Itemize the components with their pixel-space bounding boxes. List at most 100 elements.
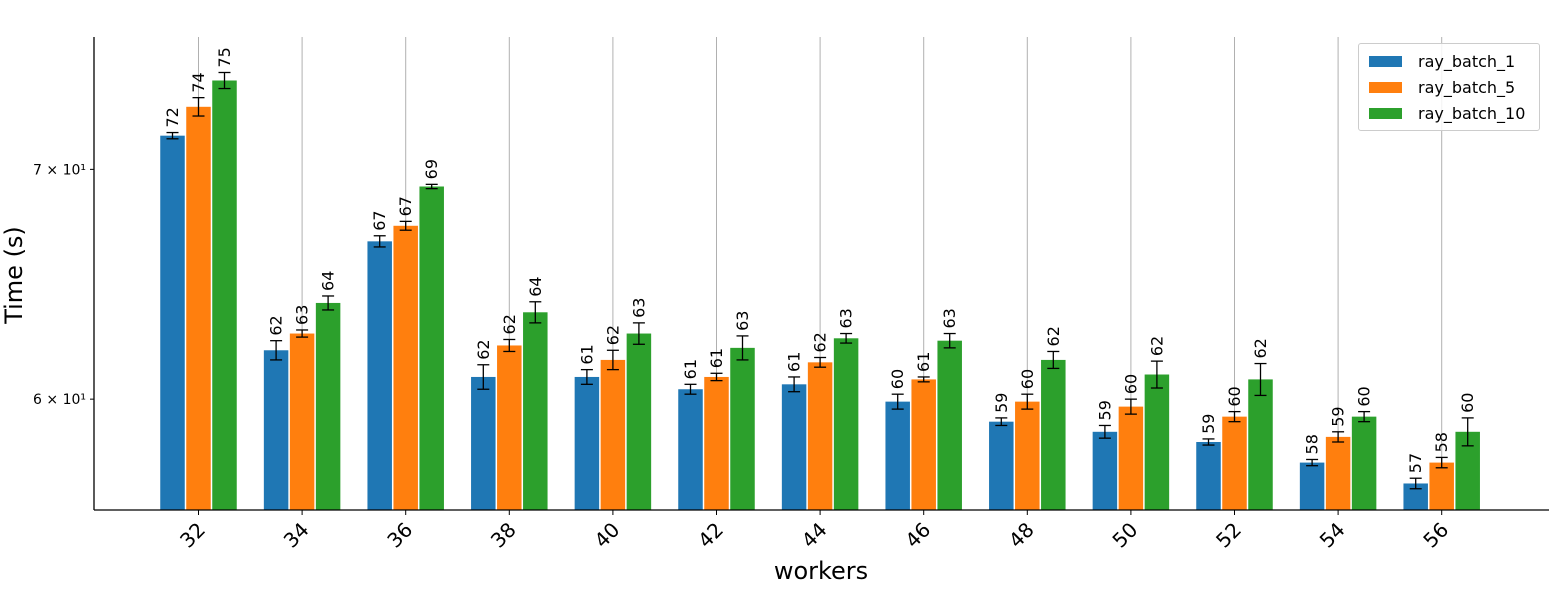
bar	[730, 347, 755, 510]
data-label: 63	[733, 311, 752, 331]
data-label: 60	[1225, 386, 1244, 406]
bar	[497, 345, 522, 510]
data-label: 60	[1355, 386, 1374, 406]
data-label: 69	[422, 159, 441, 179]
data-label: 61	[785, 352, 804, 372]
data-label: 58	[1303, 434, 1322, 454]
bar	[1196, 441, 1221, 510]
data-label: 60	[1018, 369, 1037, 389]
bar	[263, 350, 289, 510]
data-label: 60	[1121, 374, 1140, 394]
data-label: 57	[1406, 453, 1425, 473]
data-label: 60	[1458, 393, 1477, 413]
bar	[989, 421, 1014, 510]
bar	[419, 186, 444, 510]
x-tick-label: 54	[1315, 518, 1350, 553]
bar	[1015, 401, 1040, 510]
data-label: 61	[577, 344, 596, 364]
x-tick-label: 42	[693, 518, 728, 553]
data-label: 63	[940, 308, 959, 328]
legend-label: ray_batch_10	[1418, 103, 1526, 123]
x-tick-label: 46	[900, 518, 935, 553]
bar-layer	[160, 80, 1480, 511]
error-bar-layer	[166, 71, 1474, 490]
legend-item-ray-batch-1: ray_batch_1	[1369, 51, 1515, 71]
bar	[833, 338, 859, 510]
y-tick-label: 6 × 10¹	[33, 392, 86, 408]
data-label: 63	[629, 298, 648, 318]
bar	[574, 376, 600, 510]
bar	[807, 362, 833, 510]
bar	[1351, 416, 1377, 510]
data-label: 62	[1147, 336, 1166, 356]
bar	[1222, 416, 1247, 510]
bar	[937, 340, 962, 510]
data-label: 72	[163, 107, 182, 127]
x-axis-label: workers	[774, 557, 868, 585]
data-label: 62	[474, 339, 493, 359]
x-tick-label: 38	[486, 518, 521, 553]
bar	[600, 359, 626, 510]
x-tick-label: 44	[797, 518, 832, 553]
data-label: 59	[1095, 400, 1114, 420]
bar	[678, 389, 703, 510]
data-label: 62	[267, 315, 286, 335]
bar	[1092, 431, 1118, 510]
data-label-layer: 72 62 67 62 61 61 61 60 59 59 59 58 57 74 63 67 62 62 61 62…	[163, 47, 1477, 473]
legend-item-ray-batch-10: ray_batch_10	[1369, 103, 1525, 123]
bar	[186, 106, 211, 511]
data-label: 63	[837, 308, 856, 328]
data-label: 62	[1044, 326, 1063, 346]
data-label: 64	[319, 271, 338, 291]
x-tick-label: 34	[279, 518, 314, 553]
data-label: 64	[526, 276, 545, 296]
x-tick-label: 36	[382, 518, 417, 553]
legend-label: ray_batch_5	[1418, 77, 1516, 97]
axis-layer	[93, 37, 1549, 511]
x-tick-label: 50	[1107, 518, 1142, 553]
bar	[393, 225, 418, 510]
x-tick-label: 40	[589, 518, 624, 553]
data-label: 59	[1199, 414, 1218, 434]
bar	[212, 80, 237, 510]
bar	[885, 401, 910, 510]
bar	[1041, 359, 1066, 510]
legend-swatch	[1369, 55, 1402, 67]
data-label: 61	[707, 348, 726, 368]
data-label: 59	[992, 393, 1011, 413]
bar	[1248, 379, 1273, 510]
bar	[626, 333, 652, 510]
data-label: 67	[370, 210, 389, 230]
data-label: 59	[1329, 406, 1348, 426]
x-tick-label: 56	[1418, 518, 1453, 553]
bar	[315, 302, 341, 510]
bar	[1144, 374, 1170, 510]
x-tick-layer: 32 34 36 38 40 42 44 46 48 50 52 54 56	[175, 510, 1453, 553]
bar	[1429, 462, 1454, 510]
data-label: 58	[1432, 432, 1451, 452]
x-tick-label: 52	[1211, 518, 1246, 553]
bar	[367, 241, 392, 510]
y-axis-label: Time (s)	[0, 226, 28, 325]
data-label: 61	[681, 359, 700, 379]
x-tick-label: 48	[1004, 518, 1039, 553]
bar	[471, 376, 496, 510]
data-label: 62	[1251, 338, 1270, 358]
data-label: 75	[215, 47, 234, 67]
data-label: 60	[888, 369, 907, 389]
data-label: 61	[914, 352, 933, 372]
data-label: 62	[603, 325, 622, 345]
bar	[704, 376, 729, 510]
bar	[1299, 462, 1325, 510]
bar	[781, 384, 807, 510]
legend-swatch	[1369, 107, 1402, 119]
legend-label: ray_batch_1	[1418, 51, 1516, 71]
data-label: 62	[500, 314, 519, 334]
y-tick-label: 7 × 10¹	[33, 162, 86, 178]
x-tick-label: 32	[175, 518, 210, 553]
bar	[911, 379, 936, 510]
legend: ray_batch_1 ray_batch_5 ray_batch_10	[1358, 43, 1540, 131]
legend-swatch	[1369, 81, 1402, 93]
